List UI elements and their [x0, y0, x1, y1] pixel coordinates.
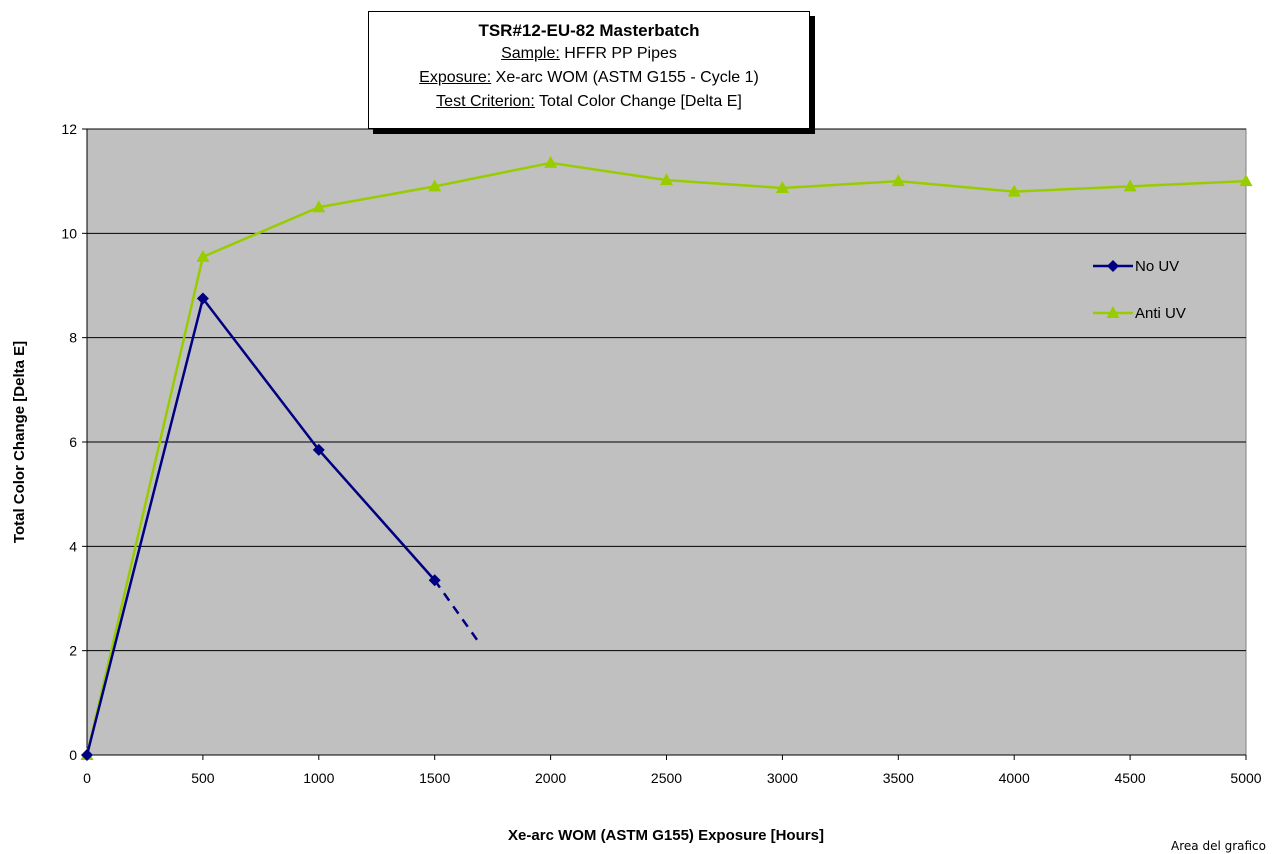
- x-tick-label: 1500: [419, 770, 450, 786]
- chart-title: TSR#12-EU-82 Masterbatch: [478, 21, 700, 40]
- x-axis-ticks: 0 500 1000 1500 2000 2500 3000 3500 4000 4500 5000: [83, 754, 1262, 786]
- series-no-uv: [81, 292, 483, 761]
- legend-item: Anti UV: [1093, 305, 1186, 322]
- data-point: [544, 155, 558, 168]
- chart-area-label: Area del grafico: [1171, 839, 1266, 853]
- series-layer: [80, 155, 1253, 761]
- data-point: [775, 180, 789, 193]
- y-axis-ticks: 0 2 4 6 8 10 12: [61, 121, 88, 763]
- legend-item: No UV: [1093, 258, 1179, 275]
- y-tick-label: 0: [69, 747, 77, 763]
- subtitle-exposure: Exposure: Xe-arc WOM (ASTM G155 - Cycle …: [369, 66, 809, 90]
- data-point: [196, 249, 210, 262]
- subtitle-criterion-label: Test Criterion:: [436, 93, 535, 110]
- y-tick-label: 8: [69, 330, 77, 346]
- y-tick-label: 6: [69, 434, 77, 450]
- subtitle-criterion: Test Criterion: Total Color Change [Delt…: [369, 90, 809, 114]
- data-point: [660, 173, 673, 186]
- y-tick-label: 2: [69, 643, 77, 659]
- x-axis-title: Xe-arc WOM (ASTM G155) Exposure [Hours]: [508, 827, 824, 844]
- x-tick-label: 5000: [1230, 770, 1261, 786]
- legend-label: Anti UV: [1135, 305, 1186, 322]
- x-tick-label: 4500: [1115, 770, 1146, 786]
- x-tick-label: 1000: [303, 770, 334, 786]
- x-tick-label: 3000: [767, 770, 798, 786]
- series-line-no-uv: [85, 295, 436, 756]
- x-tick-label: 2500: [651, 770, 682, 786]
- data-point: [891, 174, 905, 187]
- subtitle-sample: Sample: HFFR PP Pipes: [369, 42, 809, 66]
- y-axis-title: Total Color Change [Delta E]: [11, 341, 28, 543]
- y-tick-label: 4: [69, 538, 77, 554]
- series-extrapolation-no-uv: [433, 579, 483, 647]
- x-tick-label: 3500: [883, 770, 914, 786]
- y-tick-label: 10: [61, 225, 77, 241]
- data-point: [1123, 179, 1137, 192]
- subtitle-criterion-value: Total Color Change [Delta E]: [539, 93, 742, 110]
- data-point: [196, 292, 209, 305]
- subtitle-sample-label: Sample:: [501, 45, 560, 62]
- legend: No UV Anti UV: [1093, 258, 1186, 322]
- x-tick-label: 4000: [999, 770, 1030, 786]
- subtitle-sample-value: HFFR PP Pipes: [564, 45, 677, 62]
- data-point: [1007, 184, 1021, 197]
- subtitle-exposure-label: Exposure:: [419, 69, 492, 86]
- series-anti-uv: [80, 155, 1253, 760]
- y-tick-label: 12: [61, 121, 77, 137]
- x-tick-label: 0: [83, 770, 91, 786]
- data-point: [428, 179, 442, 192]
- x-tick-label: 500: [191, 770, 215, 786]
- data-point: [428, 574, 441, 587]
- data-point: [1239, 174, 1253, 187]
- x-tick-label: 2000: [535, 770, 566, 786]
- legend-label: No UV: [1135, 258, 1179, 275]
- legend-marker: [1106, 306, 1120, 318]
- chart-title-box: TSR#12-EU-82 Masterbatch Sample: HFFR PP…: [368, 11, 810, 129]
- data-point: [81, 749, 93, 761]
- data-point: [312, 200, 326, 213]
- gridlines: [87, 128, 1246, 652]
- legend-marker: [1107, 260, 1119, 272]
- data-point: [312, 443, 325, 456]
- subtitle-exposure-value: Xe-arc WOM (ASTM G155 - Cycle 1): [495, 69, 759, 86]
